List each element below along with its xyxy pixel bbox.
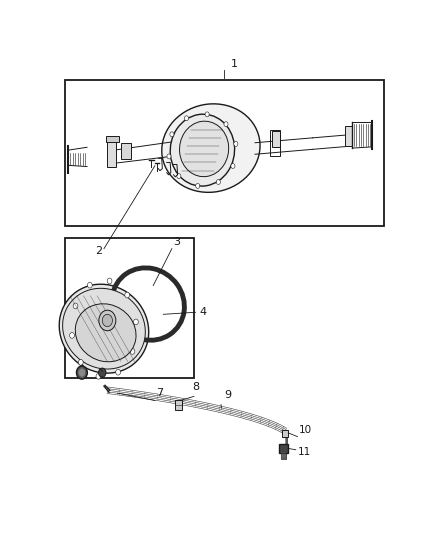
Circle shape [170, 132, 174, 137]
Circle shape [231, 164, 235, 168]
Circle shape [70, 333, 74, 338]
Text: 5: 5 [77, 361, 84, 370]
Circle shape [73, 303, 78, 309]
Bar [270, 130, 280, 156]
Text: 11: 11 [297, 447, 311, 457]
Bar [106, 136, 119, 142]
Circle shape [77, 366, 87, 379]
Bar [345, 125, 353, 146]
Ellipse shape [63, 288, 145, 369]
Text: 4: 4 [199, 307, 206, 317]
Text: 6: 6 [106, 357, 113, 367]
Text: 3: 3 [173, 237, 180, 247]
Circle shape [99, 310, 116, 330]
Text: 10: 10 [299, 425, 312, 435]
Circle shape [177, 174, 181, 179]
Text: 2: 2 [95, 246, 102, 256]
Ellipse shape [75, 304, 136, 362]
Circle shape [79, 369, 85, 376]
Ellipse shape [170, 114, 235, 186]
Circle shape [102, 314, 113, 327]
Bar [121, 143, 131, 159]
Circle shape [125, 292, 130, 298]
Bar [281, 453, 286, 459]
Circle shape [130, 349, 135, 354]
Circle shape [216, 180, 220, 184]
Circle shape [234, 141, 238, 147]
Ellipse shape [59, 284, 149, 373]
Circle shape [196, 183, 200, 188]
Bar [65, 238, 194, 378]
Bar [175, 400, 182, 410]
Bar [282, 430, 288, 437]
Circle shape [96, 374, 101, 379]
Bar [272, 131, 280, 147]
Bar [279, 444, 288, 453]
Circle shape [107, 278, 112, 284]
Circle shape [184, 116, 188, 120]
Text: 7: 7 [156, 389, 164, 399]
Ellipse shape [162, 104, 260, 192]
Text: 1: 1 [231, 59, 238, 69]
Bar [65, 80, 384, 226]
Ellipse shape [180, 121, 229, 176]
Circle shape [167, 154, 171, 159]
Bar [107, 140, 116, 166]
Text: 8: 8 [192, 382, 199, 392]
Circle shape [78, 359, 83, 365]
Circle shape [88, 282, 92, 288]
Text: 9: 9 [224, 391, 232, 400]
Circle shape [116, 369, 120, 375]
Circle shape [99, 368, 106, 377]
Circle shape [224, 122, 228, 127]
Circle shape [205, 112, 209, 117]
Circle shape [134, 319, 138, 325]
